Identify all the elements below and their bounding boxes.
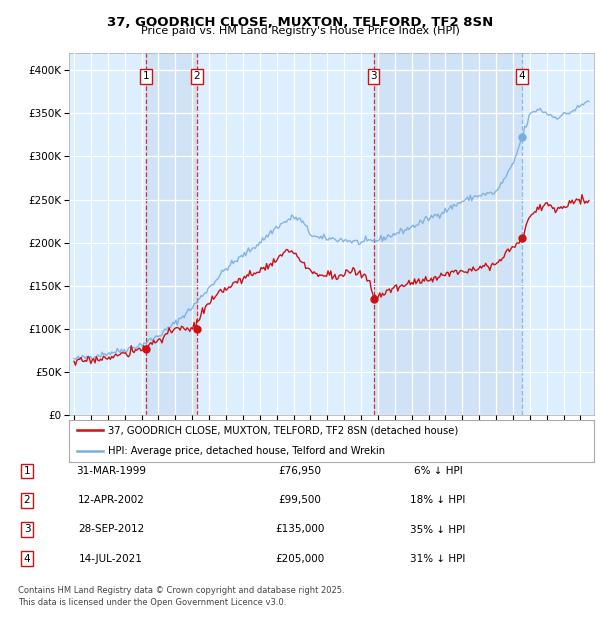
Text: 4: 4 <box>23 554 31 564</box>
Text: Contains HM Land Registry data © Crown copyright and database right 2025.
This d: Contains HM Land Registry data © Crown c… <box>18 586 344 607</box>
Text: HPI: Average price, detached house, Telford and Wrekin: HPI: Average price, detached house, Telf… <box>109 446 386 456</box>
Text: 18% ↓ HPI: 18% ↓ HPI <box>410 495 466 505</box>
Text: 12-APR-2002: 12-APR-2002 <box>77 495 145 505</box>
Text: 3: 3 <box>370 71 377 81</box>
Text: 37, GOODRICH CLOSE, MUXTON, TELFORD, TF2 8SN (detached house): 37, GOODRICH CLOSE, MUXTON, TELFORD, TF2… <box>109 425 458 435</box>
Text: £99,500: £99,500 <box>278 495 322 505</box>
Text: 31-MAR-1999: 31-MAR-1999 <box>76 466 146 476</box>
Text: £205,000: £205,000 <box>275 554 325 564</box>
Text: 3: 3 <box>23 525 31 534</box>
Text: 4: 4 <box>518 71 525 81</box>
Text: 1: 1 <box>23 466 31 476</box>
Text: 2: 2 <box>23 495 31 505</box>
Text: 35% ↓ HPI: 35% ↓ HPI <box>410 525 466 534</box>
Text: £76,950: £76,950 <box>278 466 322 476</box>
Bar <box>374 53 522 415</box>
Text: 31% ↓ HPI: 31% ↓ HPI <box>410 554 466 564</box>
Text: 37, GOODRICH CLOSE, MUXTON, TELFORD, TF2 8SN: 37, GOODRICH CLOSE, MUXTON, TELFORD, TF2… <box>107 16 493 29</box>
Text: 14-JUL-2021: 14-JUL-2021 <box>79 554 143 564</box>
Text: 28-SEP-2012: 28-SEP-2012 <box>78 525 144 534</box>
Text: 6% ↓ HPI: 6% ↓ HPI <box>413 466 463 476</box>
Text: £135,000: £135,000 <box>275 525 325 534</box>
Text: 1: 1 <box>142 71 149 81</box>
Text: Price paid vs. HM Land Registry's House Price Index (HPI): Price paid vs. HM Land Registry's House … <box>140 26 460 36</box>
Bar <box>146 53 197 415</box>
Text: 2: 2 <box>194 71 200 81</box>
